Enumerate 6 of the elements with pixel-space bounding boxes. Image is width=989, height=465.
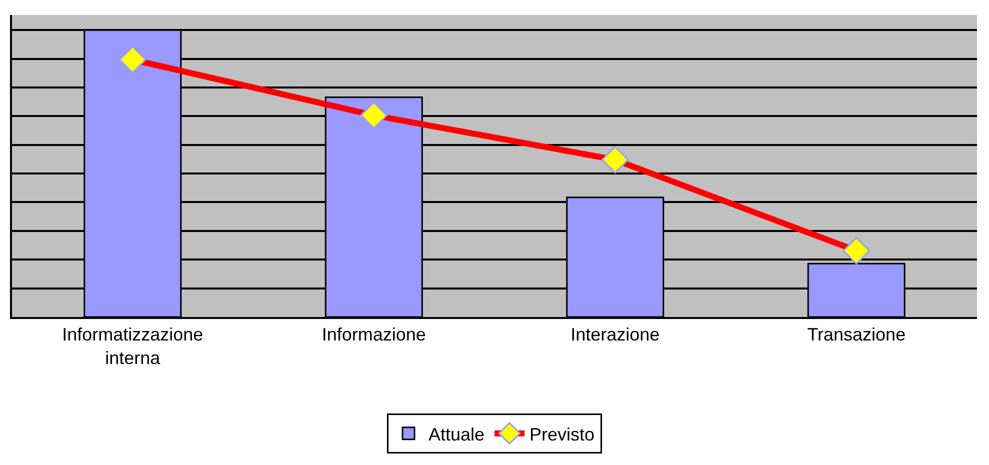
x-tick-label: Transazione bbox=[807, 324, 906, 344]
x-tick-label: Informatizzazione interna bbox=[62, 324, 204, 368]
legend-label: Previsto bbox=[530, 424, 595, 444]
x-tick-label: Interazione bbox=[570, 324, 660, 344]
x-tick-label: Informazione bbox=[322, 324, 426, 344]
legend-label: Attuale bbox=[428, 424, 485, 444]
